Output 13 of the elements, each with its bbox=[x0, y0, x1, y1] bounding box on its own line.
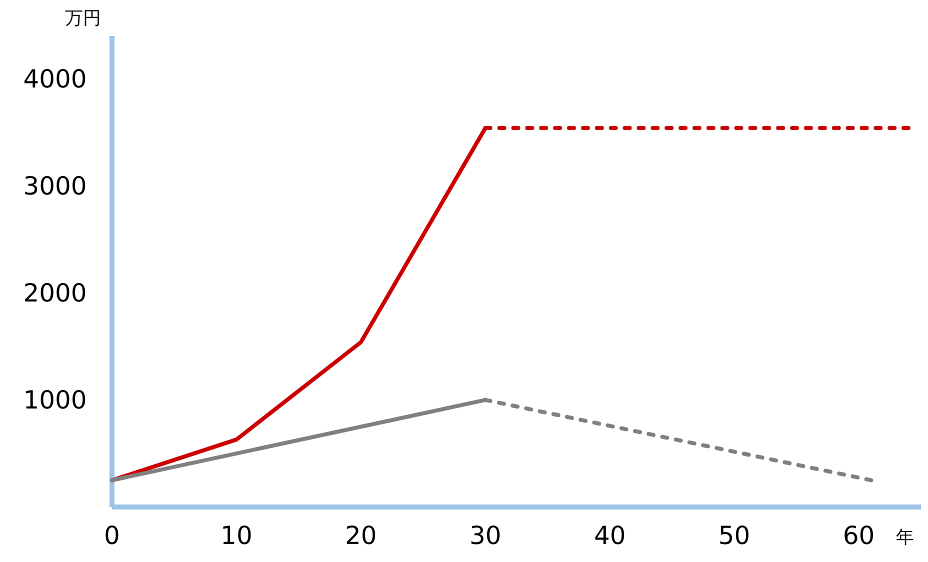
y-tick-label: 2000 bbox=[23, 278, 87, 308]
x-tick-label: 40 bbox=[594, 521, 626, 550]
x-tick-label: 30 bbox=[469, 521, 502, 550]
x-tick-label: 0 bbox=[104, 521, 120, 550]
y-tick-label: 4000 bbox=[23, 64, 87, 94]
x-axis-title: 年 bbox=[896, 527, 914, 548]
y-axis-title: 万円 bbox=[65, 8, 101, 29]
x-tick-label: 10 bbox=[220, 521, 252, 550]
y-tick-label: 1000 bbox=[23, 385, 87, 414]
x-tick-label: 60 bbox=[842, 521, 875, 550]
x-tick-label: 20 bbox=[345, 521, 377, 550]
x-tick-label: 50 bbox=[718, 521, 750, 550]
y-tick-label: 3000 bbox=[23, 171, 87, 200]
